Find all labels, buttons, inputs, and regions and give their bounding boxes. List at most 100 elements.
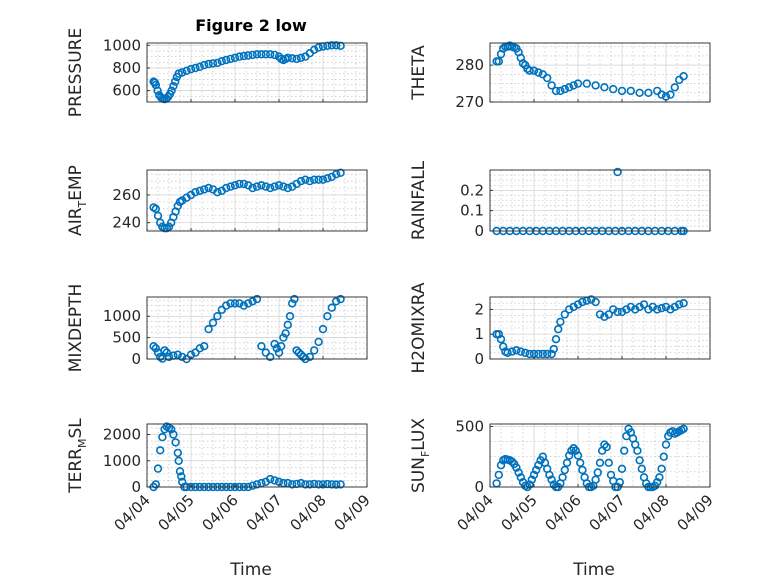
data-point — [235, 299, 244, 308]
data-point — [657, 90, 666, 99]
data-point — [518, 59, 528, 68]
panel-6-y-axis-label: TERRMSL — [66, 418, 89, 494]
data-point — [174, 456, 183, 465]
data-point — [301, 480, 310, 489]
data-point — [595, 310, 605, 319]
panel-7-y-tick-label: 0 — [474, 478, 484, 496]
data-point — [323, 174, 332, 183]
data-point — [208, 59, 218, 68]
data-point — [244, 51, 253, 60]
panel-5-y-axis-label: H2OMIXRA — [409, 282, 429, 373]
data-point — [318, 175, 328, 184]
panel-2-y-tick-label: 260 — [112, 186, 141, 204]
data-point — [252, 294, 262, 304]
data-point — [226, 299, 235, 308]
data-point — [305, 176, 314, 186]
data-point — [525, 349, 534, 359]
data-point — [600, 312, 609, 321]
panel-7-y-axis-label: SUNFLUX — [409, 418, 432, 493]
data-point — [573, 300, 583, 309]
data-point — [204, 183, 213, 193]
data-point — [578, 297, 587, 307]
data-point — [266, 474, 275, 484]
data-point — [296, 176, 306, 186]
data-point — [217, 305, 227, 314]
data-point — [239, 179, 249, 189]
data-point — [619, 446, 629, 455]
data-point — [494, 57, 503, 66]
data-point — [652, 305, 662, 314]
data-point — [294, 348, 303, 357]
data-point — [191, 63, 200, 73]
data-point — [514, 468, 523, 477]
data-point — [314, 175, 323, 184]
data-point — [200, 60, 209, 70]
data-point — [149, 342, 158, 351]
data-point — [635, 88, 644, 98]
data-point — [151, 480, 161, 489]
data-point — [178, 352, 187, 362]
data-point — [496, 335, 506, 344]
data-point — [560, 84, 569, 94]
data-point — [248, 297, 257, 306]
data-point — [283, 478, 292, 488]
data-point — [288, 480, 297, 489]
data-point — [171, 438, 180, 447]
data-point — [230, 181, 240, 190]
data-point — [270, 182, 279, 191]
data-point — [499, 44, 508, 53]
data-point — [657, 464, 666, 473]
panel-4-axes-area — [147, 297, 367, 359]
data-point — [578, 465, 587, 475]
data-point — [551, 86, 561, 96]
data-point — [195, 186, 205, 196]
data-point — [301, 175, 310, 184]
data-point — [270, 476, 279, 485]
data-point — [600, 83, 609, 92]
data-point — [173, 201, 183, 211]
data-point — [261, 182, 270, 191]
data-point — [657, 304, 666, 313]
data-point — [336, 294, 345, 304]
data-point — [252, 480, 262, 489]
panel-4-y-tick-label: 0 — [131, 350, 141, 368]
panel-3-y-axis-label: RAINFALL — [409, 160, 429, 240]
data-point — [547, 81, 556, 90]
data-point — [323, 41, 332, 50]
subplot-pressure: 600 800 1000 PRESSURE — [66, 28, 368, 117]
data-point — [283, 320, 292, 329]
panel-3-y-tick-label: 0.1 — [460, 202, 484, 220]
data-point — [277, 342, 286, 351]
subplot-h2omixra: 0 1 2 H2OMIXRA — [409, 282, 711, 374]
data-point — [283, 53, 292, 62]
data-point — [336, 480, 345, 489]
data-point — [283, 183, 292, 193]
panel-0-y-tick-label: 600 — [112, 82, 141, 100]
panel-3-y-tick-label: 0.2 — [460, 181, 484, 199]
data-point — [670, 83, 679, 92]
data-point — [332, 297, 341, 306]
data-point — [239, 51, 249, 61]
panel-0-y-axis-label: PRESSURE — [66, 28, 86, 117]
data-point — [266, 352, 275, 362]
data-point — [222, 55, 231, 65]
data-point — [305, 480, 314, 489]
data-point — [551, 335, 561, 344]
data-point — [222, 183, 231, 193]
x-axis-label-left: Time — [229, 560, 272, 580]
panel-0-y-tick-label: 1000 — [103, 36, 141, 54]
data-point — [173, 350, 183, 359]
data-point — [545, 470, 554, 480]
data-point — [575, 458, 585, 467]
data-point — [279, 182, 288, 191]
data-point — [679, 299, 688, 308]
data-point — [235, 52, 244, 61]
data-point — [679, 424, 688, 433]
data-point — [635, 456, 644, 465]
data-point — [292, 54, 301, 64]
data-point — [314, 480, 323, 489]
data-point — [261, 50, 270, 59]
